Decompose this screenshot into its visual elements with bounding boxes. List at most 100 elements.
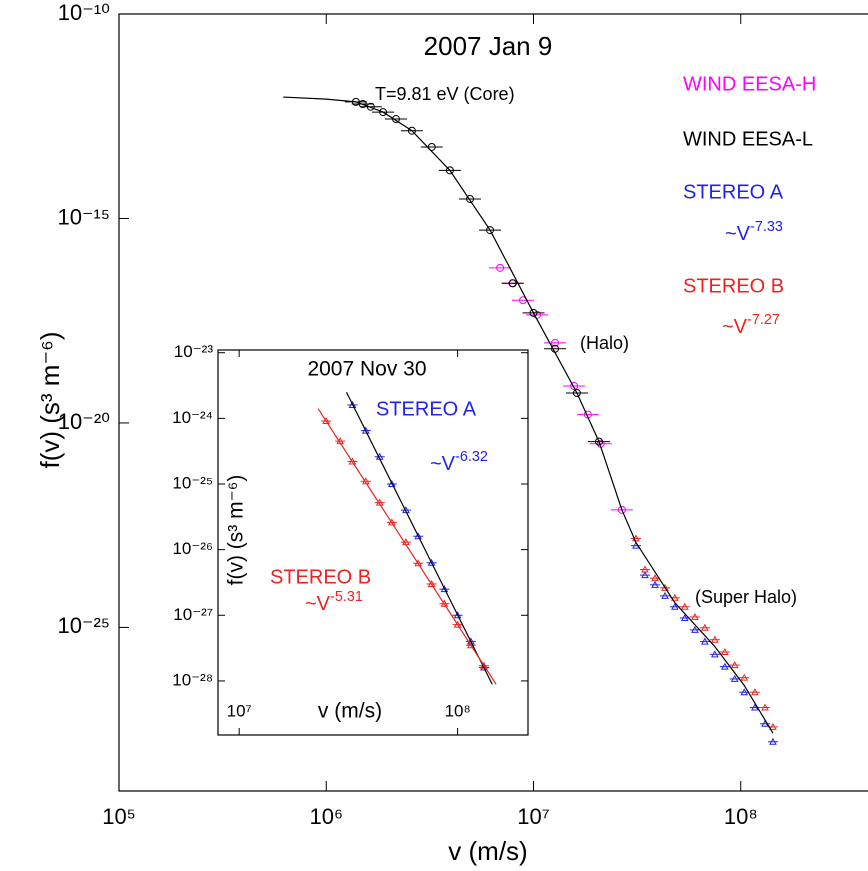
data-point <box>719 662 730 670</box>
x-tick-label: 10⁵ <box>102 804 136 829</box>
annotation: (Super Halo) <box>695 587 797 607</box>
marker <box>414 532 423 540</box>
marker <box>751 688 759 696</box>
annotation-exponent: -6.32 <box>455 449 488 465</box>
marker <box>769 737 777 745</box>
data-point <box>384 115 407 124</box>
y-tick-label: 10⁻²⁸ <box>172 670 213 689</box>
x-tick-label: 10⁸ <box>724 804 758 829</box>
annotation-text: (Super Halo) <box>695 587 797 607</box>
y-tick-label: 10⁻²⁴ <box>172 408 213 427</box>
x-tick-label: 10⁸ <box>445 701 471 720</box>
marker <box>740 688 749 696</box>
marker <box>661 583 669 591</box>
y-tick-label: 10⁻²⁵ <box>172 473 213 492</box>
plot-frame <box>217 349 529 736</box>
data-point <box>501 279 524 288</box>
y-axis-label: f(v) (s³ m⁻⁶) <box>225 475 248 586</box>
marker <box>496 263 505 272</box>
annotation-text: ~V <box>722 316 748 338</box>
marker <box>466 194 475 203</box>
marker <box>361 426 370 434</box>
legend-label: STEREO B <box>270 566 371 588</box>
data-point <box>749 688 760 696</box>
y-tick-label: 10⁻²⁵ <box>57 613 110 638</box>
marker <box>680 602 689 610</box>
y-tick-label: 10⁻¹⁰ <box>58 0 110 25</box>
x-axis-label: v (m/s) <box>448 836 527 866</box>
data-point <box>699 637 710 645</box>
marker <box>407 126 416 135</box>
marker <box>671 593 679 601</box>
chart-title: 2007 Nov 30 <box>307 358 426 381</box>
x-tick-label: 10⁶ <box>309 804 343 829</box>
marker <box>388 479 396 487</box>
fit-line <box>283 96 774 734</box>
y-tick-label: 10⁻²⁶ <box>172 539 213 558</box>
data-point <box>659 591 670 599</box>
data-point <box>689 625 700 633</box>
annotation: (Halo) <box>580 333 629 353</box>
annotation-exponent: -7.33 <box>750 219 783 235</box>
annotation: ~V-7.33 <box>725 219 783 245</box>
annotation-text: ~V <box>305 593 331 615</box>
marker <box>391 115 400 124</box>
data-point <box>459 194 482 203</box>
marker <box>691 625 699 633</box>
marker <box>671 602 679 610</box>
marker <box>730 674 739 682</box>
marker <box>617 505 626 514</box>
marker <box>445 166 454 175</box>
legend-label: STEREO A <box>376 398 477 420</box>
chart-title: 2007 Jan 9 <box>424 31 553 61</box>
marker <box>751 703 759 711</box>
marker <box>651 580 659 588</box>
data-point <box>563 382 586 391</box>
data-point <box>689 612 700 620</box>
data-point <box>512 296 535 305</box>
marker <box>700 623 709 631</box>
legend-label: WIND EESA-L <box>683 128 813 150</box>
fit-line <box>317 408 497 685</box>
annotation-text: T=9.81 eV (Core) <box>375 84 515 104</box>
data-point <box>639 565 650 573</box>
marker <box>700 637 709 645</box>
marker <box>427 558 436 566</box>
data-point <box>679 602 690 610</box>
marker <box>651 574 659 582</box>
marker <box>453 611 462 619</box>
annotation-text: ~V <box>725 223 751 245</box>
y-tick-label: 10⁻¹⁵ <box>57 204 110 229</box>
marker <box>508 279 517 288</box>
marker <box>720 662 729 670</box>
x-tick-label: 10⁷ <box>517 804 549 829</box>
annotation: ~V-7.27 <box>722 312 780 338</box>
annotation-text: (Halo) <box>580 333 629 353</box>
annotation-exponent: -7.27 <box>747 312 780 328</box>
marker <box>641 571 649 579</box>
marker <box>570 382 579 391</box>
marker <box>388 518 396 526</box>
marker <box>358 99 367 108</box>
data-point <box>739 688 750 696</box>
marker <box>720 647 729 656</box>
marker <box>322 417 330 425</box>
data-point <box>489 263 512 272</box>
marker <box>661 591 669 599</box>
marker <box>486 226 495 235</box>
data-point <box>729 674 740 682</box>
marker <box>440 599 449 607</box>
data-point <box>719 647 730 656</box>
legend-label: WIND EESA-H <box>683 73 816 95</box>
legend-label: STEREO A <box>683 181 784 203</box>
marker <box>761 703 769 711</box>
marker <box>379 108 388 117</box>
marker <box>641 565 649 573</box>
data-point <box>639 571 650 579</box>
y-tick-label: 10⁻²³ <box>174 342 214 361</box>
annotation: ~V-6.32 <box>430 449 488 475</box>
x-tick-label: 10⁷ <box>227 701 252 720</box>
data-point <box>420 142 443 151</box>
marker <box>769 722 777 730</box>
fit-line <box>345 391 493 685</box>
